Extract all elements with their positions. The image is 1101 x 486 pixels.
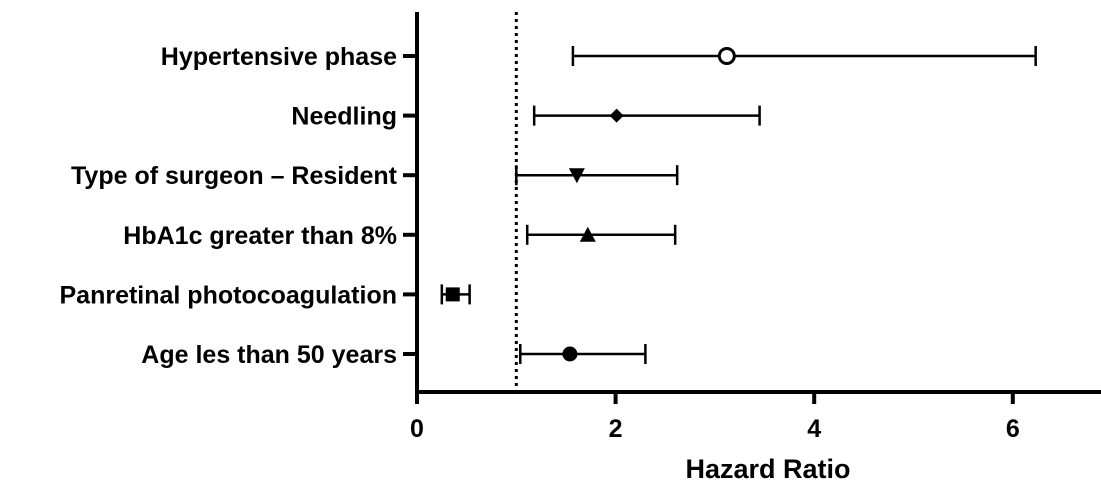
row-label: Panretinal photocoagulation [59,281,397,309]
hazard-ratio-point [568,168,585,184]
x-tick-label: 0 [410,415,424,443]
x-axis-title: Hazard Ratio [685,454,850,484]
forest-row: Needling [291,103,761,131]
x-tick-label: 4 [807,415,821,443]
x-tick-label: 2 [609,415,623,443]
forest-row: HbA1c greater than 8% [123,222,677,250]
forest-row: Panretinal photocoagulation [59,281,471,309]
hazard-ratio-point [562,346,578,362]
row-label: Type of surgeon – Resident [71,162,398,190]
x-ticks: 0 2 4 6 [410,392,1020,443]
hazard-ratio-point [609,108,624,123]
hazard-ratio-point [445,287,460,302]
forest-row: Hypertensive phase [161,43,1037,71]
hazard-ratio-point [717,47,736,65]
row-label: Hypertensive phase [161,43,397,71]
rows-layer: Hypertensive phase Needling Type of surgeo… [59,43,1037,369]
forest-row: Age les than 50 years [141,341,647,369]
row-label: HbA1c greater than 8% [123,222,397,250]
x-tick-label: 6 [1006,415,1020,443]
forest-row: Type of surgeon – Resident [71,162,679,190]
row-label: Needling [291,103,397,131]
row-label: Age les than 50 years [141,341,397,369]
hazard-ratio-point [579,226,596,242]
